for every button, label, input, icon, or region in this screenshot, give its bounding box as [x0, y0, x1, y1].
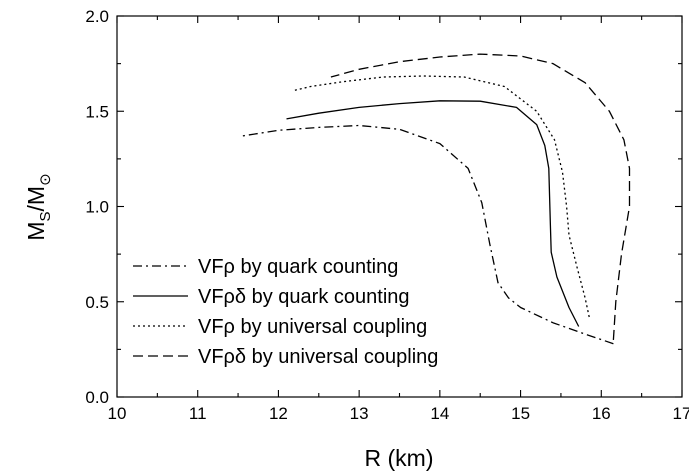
- y-tick-label: 1.0: [85, 198, 109, 217]
- legend-label-2: VFρδ by quark counting: [198, 286, 410, 308]
- series-line-3: [294, 75, 590, 318]
- series-line-2: [286, 100, 580, 327]
- series-line-1: [241, 124, 614, 345]
- series-layer: [241, 53, 631, 345]
- y-axis-title: MS/M⊙: [23, 173, 54, 240]
- legend: VFρ by quark counting VFρδ by quark count…: [133, 256, 438, 368]
- y-axis-title-main: M: [23, 221, 49, 240]
- y-tick-label: 0.0: [85, 388, 109, 407]
- x-tick-label: 11: [189, 404, 207, 423]
- x-tick-label: 13: [350, 404, 369, 423]
- x-tick-label: 15: [511, 404, 530, 423]
- series-line-4: [330, 53, 631, 340]
- legend-label-3: VFρ by universal coupling: [198, 316, 427, 338]
- svg-text:MS/M⊙: MS/M⊙: [23, 173, 54, 240]
- x-tick-label: 16: [592, 404, 611, 423]
- legend-label-4: VFρδ by universal coupling: [198, 346, 438, 368]
- y-axis-title-mid: /M: [23, 186, 49, 212]
- x-tick-label: 12: [269, 404, 288, 423]
- y-axis-title-sub2: ⊙: [37, 173, 54, 186]
- y-tick-label: 2.0: [85, 7, 109, 26]
- legend-label-1: VFρ by quark counting: [198, 256, 398, 278]
- x-axis-title: R (km): [365, 445, 434, 471]
- y-axis-title-sub1: S: [37, 211, 54, 221]
- plot-frame: [116, 15, 683, 398]
- y-tick-label: 1.5: [85, 102, 109, 121]
- x-tick-label: 14: [430, 404, 449, 423]
- y-tick-label: 0.5: [85, 293, 109, 312]
- x-tick-label: 10: [108, 404, 127, 423]
- ticks-layer: 10 11 12 13 14 15 16 17 0.0 0.5 1.0 1.5 2.0: [85, 7, 689, 423]
- x-tick-label: 17: [673, 404, 689, 423]
